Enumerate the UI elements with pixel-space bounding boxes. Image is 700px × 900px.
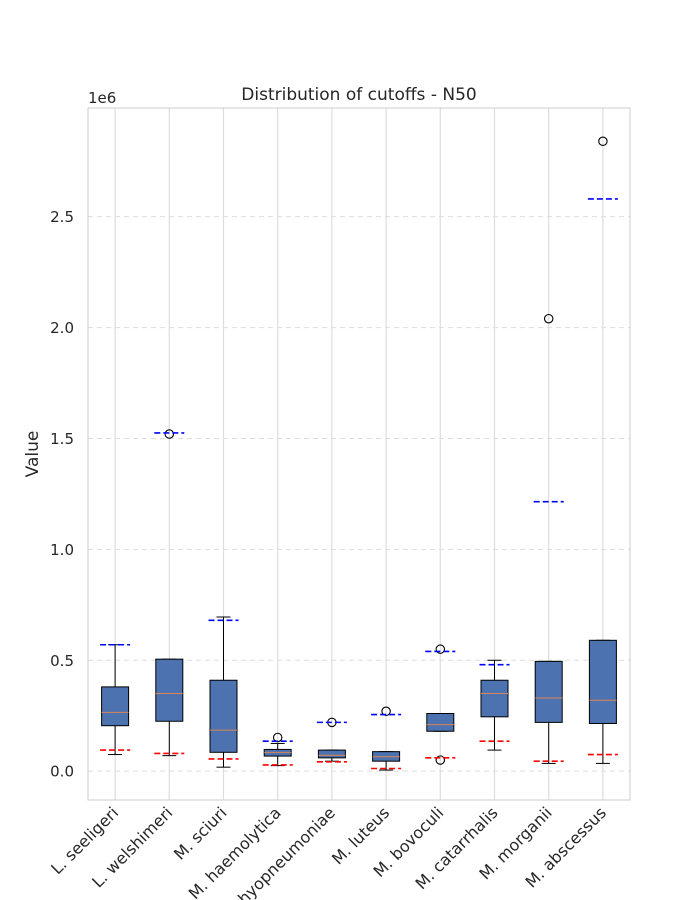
y-tick-label: 2.0 [50, 319, 74, 337]
outlier-point [164, 429, 175, 439]
y-tick-label: 1.0 [50, 541, 74, 559]
outlier-point [381, 706, 391, 717]
plot-area [87, 107, 631, 801]
box-body [155, 658, 184, 722]
box-body [101, 686, 130, 727]
box-body [534, 660, 563, 723]
box-body [480, 679, 509, 718]
y-tick-label: 0.0 [50, 763, 74, 781]
y-axis-label: Value [23, 431, 43, 478]
y-tick-labels: 0.0 0.5 1.0 1.5 2.0 2.5 [50, 208, 74, 780]
box-body [426, 713, 455, 732]
y-offset-label: 1e6 [88, 89, 116, 107]
outlier-point [435, 755, 446, 765]
y-tick-label: 1.5 [50, 430, 74, 448]
outlier-point [435, 644, 446, 654]
y-tick-label: 0.5 [50, 652, 74, 670]
chart-title: Distribution of cutoffs - N50 [241, 85, 476, 105]
box-body [209, 679, 238, 753]
box-body [588, 639, 617, 724]
box-layer [100, 136, 618, 771]
outlier-point [543, 313, 554, 324]
box-body [317, 749, 346, 759]
y-tick-label: 2.5 [50, 208, 74, 226]
outlier-point [598, 136, 608, 147]
